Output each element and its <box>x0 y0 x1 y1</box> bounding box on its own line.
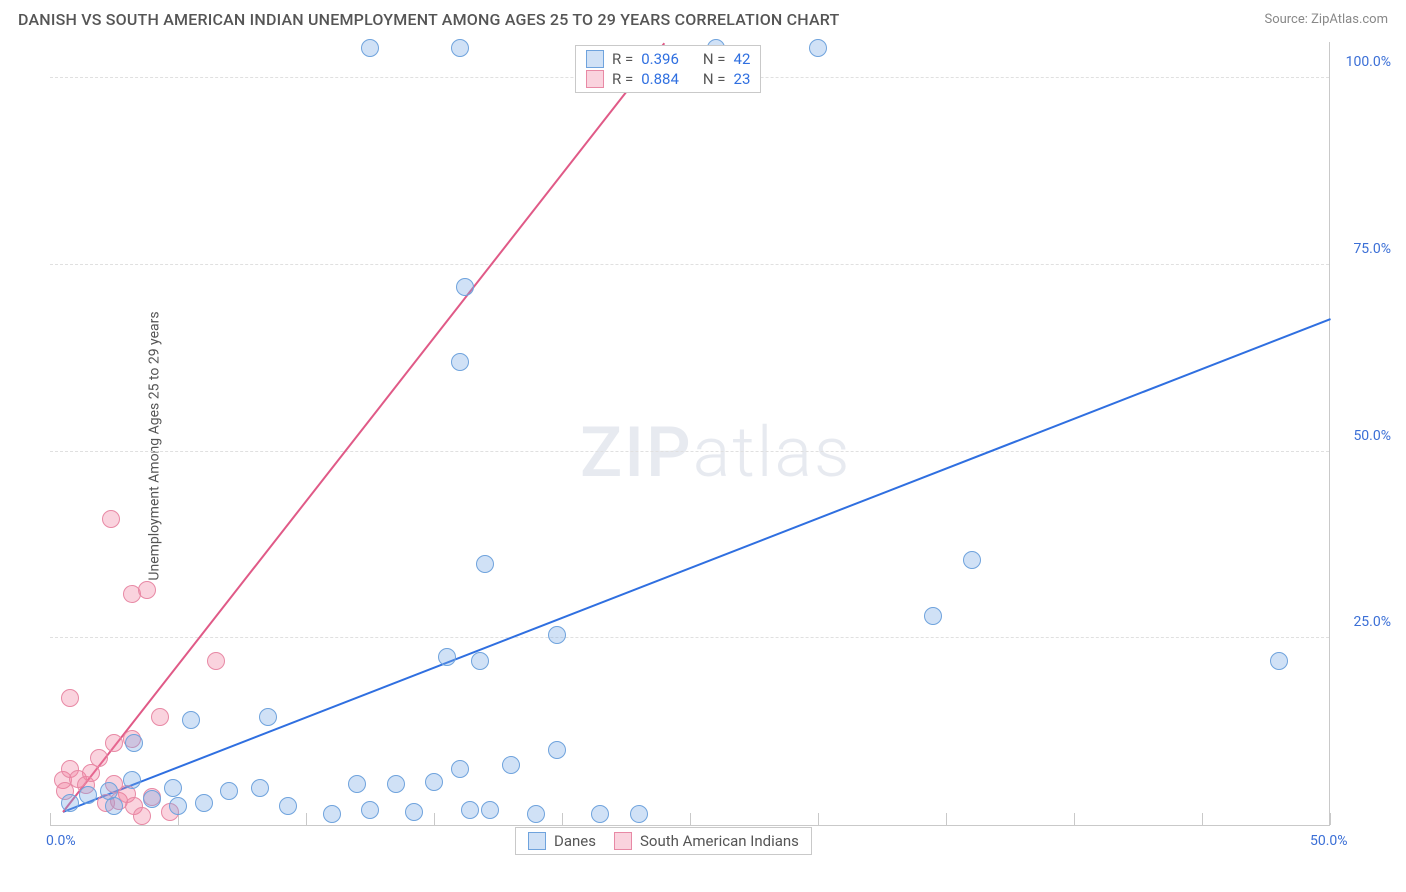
scatter-point-danes <box>963 551 981 569</box>
scatter-point-danes <box>348 775 366 793</box>
n-label: N = <box>703 70 726 88</box>
scatter-point-danes <box>451 39 469 57</box>
scatter-point-danes <box>630 805 648 823</box>
scatter-point-danes <box>548 626 566 644</box>
scatter-point-danes <box>164 779 182 797</box>
scatter-point-danes <box>220 782 238 800</box>
scatter-point-danes <box>809 39 827 57</box>
r-value: 0.396 <box>641 50 679 68</box>
scatter-point-danes <box>169 797 187 815</box>
scatter-point-danes <box>481 801 499 819</box>
stats-row: R = 0.396 N = 42 <box>586 50 750 68</box>
scatter-point-danes <box>456 278 474 296</box>
gridline-horizontal <box>50 451 1329 452</box>
scatter-point-danes <box>476 555 494 573</box>
chart-source: Source: ZipAtlas.com <box>1264 12 1388 27</box>
y-tick-label: 75.0% <box>1353 241 1391 257</box>
scatter-point-danes <box>425 773 443 791</box>
series-swatch <box>586 70 604 88</box>
n-label: N = <box>703 50 726 68</box>
scatter-point-danes <box>461 801 479 819</box>
scatter-point-danes <box>591 805 609 823</box>
scatter-point-danes <box>143 790 161 808</box>
watermark: ZIPatlas <box>580 412 852 494</box>
scatter-point-sai <box>207 652 225 670</box>
scatter-point-danes <box>1270 652 1288 670</box>
legend-label: South American Indians <box>640 832 799 850</box>
scatter-point-danes <box>123 771 141 789</box>
x-tick <box>946 813 947 825</box>
y-tick-label: 50.0% <box>1353 428 1391 444</box>
r-value: 0.884 <box>641 70 679 88</box>
x-tick <box>434 813 435 825</box>
scatter-point-danes <box>387 775 405 793</box>
scatter-point-danes <box>125 734 143 752</box>
legend-item: Danes <box>528 832 596 850</box>
scatter-point-sai <box>102 510 120 528</box>
x-tick <box>690 813 691 825</box>
x-tick-label: 0.0% <box>46 833 76 849</box>
scatter-point-danes <box>451 760 469 778</box>
correlation-stats-box: R = 0.396 N = 42 R = 0.884 N = 23 <box>575 45 761 93</box>
x-tick <box>818 813 819 825</box>
legend-item: South American Indians <box>614 832 799 850</box>
scatter-point-danes <box>105 797 123 815</box>
scatter-point-sai <box>133 807 151 825</box>
x-tick <box>1074 813 1075 825</box>
trend-line <box>62 42 665 812</box>
scatter-point-danes <box>548 741 566 759</box>
r-label: R = <box>612 50 633 68</box>
x-tick <box>50 813 51 825</box>
trend-line <box>62 318 1330 813</box>
legend-label: Danes <box>554 832 596 850</box>
series-swatch <box>614 832 632 850</box>
scatter-point-danes <box>361 801 379 819</box>
scatter-point-danes <box>405 803 423 821</box>
n-value: 23 <box>734 70 751 88</box>
x-tick-label: 50.0% <box>1310 833 1348 849</box>
scatter-point-danes <box>438 648 456 666</box>
scatter-point-danes <box>259 708 277 726</box>
y-tick-label: 100.0% <box>1346 54 1391 70</box>
n-value: 42 <box>734 50 751 68</box>
scatter-chart: ZIPatlas 25.0%50.0%75.0%100.0%0.0%50.0%R… <box>50 42 1330 826</box>
scatter-point-sai <box>61 689 79 707</box>
y-tick-label: 25.0% <box>1353 614 1391 630</box>
scatter-point-danes <box>195 794 213 812</box>
scatter-point-danes <box>251 779 269 797</box>
gridline-horizontal <box>50 637 1329 638</box>
chart-header: DANISH VS SOUTH AMERICAN INDIAN UNEMPLOY… <box>0 0 1406 35</box>
scatter-point-danes <box>279 797 297 815</box>
scatter-point-danes <box>502 756 520 774</box>
scatter-point-sai <box>138 581 156 599</box>
stats-row: R = 0.884 N = 23 <box>586 70 750 88</box>
r-label: R = <box>612 70 633 88</box>
scatter-point-sai <box>105 734 123 752</box>
chart-title: DANISH VS SOUTH AMERICAN INDIAN UNEMPLOY… <box>18 10 840 29</box>
scatter-point-danes <box>471 652 489 670</box>
x-tick <box>306 813 307 825</box>
scatter-point-danes <box>361 39 379 57</box>
scatter-point-danes <box>924 607 942 625</box>
scatter-point-danes <box>61 794 79 812</box>
series-swatch <box>528 832 546 850</box>
scatter-point-danes <box>182 711 200 729</box>
gridline-horizontal <box>50 264 1329 265</box>
x-tick <box>562 813 563 825</box>
scatter-point-danes <box>527 805 545 823</box>
series-swatch <box>586 50 604 68</box>
x-tick <box>1330 813 1331 825</box>
x-tick <box>1202 813 1203 825</box>
scatter-point-danes <box>79 786 97 804</box>
scatter-point-sai <box>151 708 169 726</box>
scatter-point-danes <box>323 805 341 823</box>
series-legend: Danes South American Indians <box>515 827 812 855</box>
scatter-point-sai <box>90 749 108 767</box>
scatter-point-danes <box>451 353 469 371</box>
